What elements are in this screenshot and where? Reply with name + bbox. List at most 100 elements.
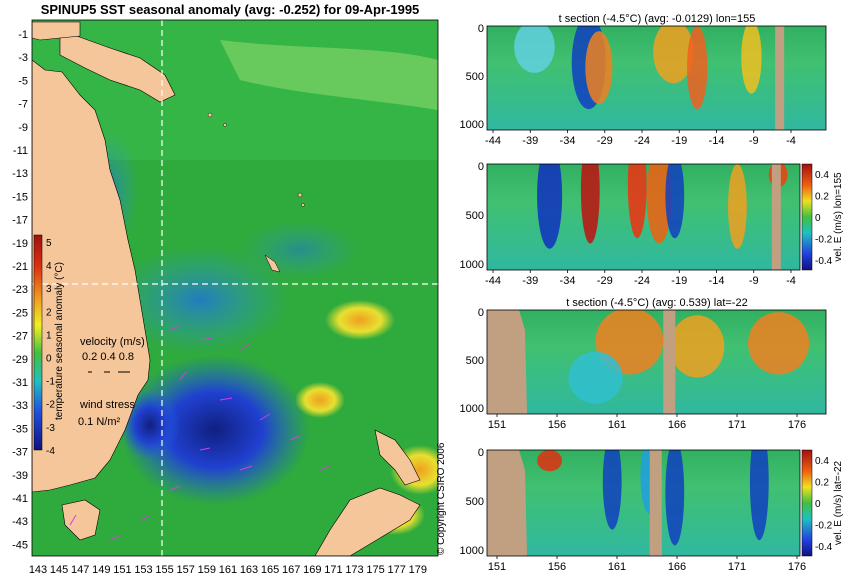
- map-y-tick-label: -13: [12, 168, 28, 180]
- warm-anomaly: [325, 300, 395, 340]
- panel-x-tick-label: -29: [597, 135, 613, 147]
- map-x-tick-label: 171: [324, 564, 342, 576]
- map-y-tick-label: -33: [12, 400, 28, 412]
- section-panels: t section (-4.5°C) (avg: -0.0129) lon=15…: [460, 13, 844, 573]
- map-x-tick-label: 167: [282, 564, 300, 576]
- panel-x-tick-label: -14: [709, 135, 725, 147]
- wind-legend-label: wind stress: [79, 399, 136, 411]
- map-x-tick-label: 177: [388, 564, 406, 576]
- cold-anomaly: [120, 355, 310, 505]
- anomaly-patch: [580, 164, 600, 244]
- panel-y-tick-label: 1000: [460, 545, 484, 557]
- panel-x-tick-label: 176: [788, 561, 806, 573]
- australia-landmass: [32, 59, 151, 493]
- velocity-vectors: [69, 325, 331, 541]
- velocity-colorbar-tick-label: 0: [815, 213, 821, 224]
- anomaly-patch: [665, 450, 685, 546]
- map-y-tick-label: -1: [18, 29, 28, 41]
- anomaly-patch: [741, 26, 762, 94]
- map-y-tick-label: -43: [12, 516, 28, 528]
- map-colorbar-tick-label: -1: [46, 377, 55, 388]
- map-y-tick-label: -45: [12, 539, 28, 551]
- panel-x-tick-label: 151: [488, 419, 506, 431]
- map-x-tick-label: 157: [177, 564, 195, 576]
- panel-x-tick-label: -9: [749, 275, 759, 287]
- map-y-tick-label: -7: [18, 99, 28, 111]
- map-x-tick-label: 153: [134, 564, 152, 576]
- anomaly-patch: [585, 31, 613, 104]
- map-x-tick-label: 147: [71, 564, 89, 576]
- velocity-colorbar-tick-label: -0.4: [815, 256, 833, 267]
- map-y-tick-label: -15: [12, 191, 28, 203]
- map-y-tick-label: -29: [12, 354, 28, 366]
- panel-y-tick-label: 0: [478, 161, 484, 173]
- panel-y-tick-label: 1000: [460, 259, 484, 271]
- map-colorbar-ticks: 5 4 3 2 1 0 -1 -2 -3 -4: [46, 238, 55, 457]
- map-colorbar-tick-label: 2: [46, 307, 52, 318]
- map-y-tick-label: -23: [12, 284, 28, 296]
- anomaly-patch: [514, 26, 555, 73]
- anomaly-patch: [728, 164, 747, 249]
- map-x-tick-label: 161: [219, 564, 237, 576]
- map-y-tick-label: -27: [12, 331, 28, 343]
- map-y-ticks: -1 -3 -5 -7 -9 -11 -13 -15 -17 -19 -21 -23 -25 -27 -29…: [12, 29, 28, 551]
- nz-south-landmass: [314, 487, 421, 556]
- map-y-tick-label: -11: [13, 145, 28, 157]
- map-colorbar-tick-label: -3: [46, 423, 55, 434]
- panel-x-tick-label: 156: [548, 561, 566, 573]
- map-y-tick-label: -3: [18, 52, 28, 64]
- map-y-tick-label: -21: [12, 261, 28, 273]
- panel-x-tick-label: -34: [560, 275, 576, 287]
- map-colorbar-tick-label: 3: [46, 284, 52, 295]
- map-y-tick-label: -41: [12, 493, 28, 505]
- panel-y-tick-label: 0: [478, 307, 484, 319]
- panel-x-tick-label: -34: [560, 135, 576, 147]
- sst-map: 5 4 3 2 1 0 -1 -2 -3 -4 temperature seasonal anom…: [12, 19, 439, 576]
- panel-x-tick-label: 161: [608, 419, 626, 431]
- map-x-tick-label: 165: [261, 564, 279, 576]
- map-x-tick-label: 173: [345, 564, 363, 576]
- panel-y-tick-label: 1000: [460, 119, 484, 131]
- map-y-tick-label: -5: [18, 75, 28, 87]
- velocity-legend-label: velocity (m/s): [80, 336, 145, 348]
- velocity-colorbar-tick-label: 0: [815, 499, 821, 510]
- panel-x-tick-label: -44: [485, 135, 501, 147]
- panel-frame: [486, 309, 827, 415]
- panel-x-tick-label: -4: [786, 275, 796, 287]
- panel-x-tick-label: -44: [485, 275, 501, 287]
- anomaly-patch: [665, 164, 685, 239]
- map-x-ticks: 143 145 147 149 151 153 155 157 159 161 163 165 167 1…: [29, 564, 427, 576]
- velocity-colorbar-label: vel. E (m/s) lat=-22: [833, 460, 844, 545]
- velocity-colorbar-tick-label: 0.2: [815, 192, 829, 203]
- nz-north-landmass: [374, 429, 421, 486]
- velocity-colorbar-tick-label: -0.4: [815, 542, 833, 553]
- anomaly-patch: [568, 351, 623, 404]
- land-mask: [649, 450, 662, 556]
- panel-x-tick-label: -4: [786, 135, 796, 147]
- panel-x-tick-label: -9: [749, 135, 759, 147]
- panel-x-tick-label: 151: [488, 561, 506, 573]
- panel-frame: [486, 449, 801, 557]
- anomaly-patch: [749, 450, 769, 541]
- panel-y-tick-label: 0: [478, 447, 484, 459]
- panel-x-tick-label: -24: [634, 275, 650, 287]
- anomaly-patch: [537, 164, 563, 249]
- section-panel: t section (-4.5°C) (avg: 0.539) lat=-22 0…: [460, 297, 827, 431]
- copyright-notice: © Copyright CSIRO 2006: [436, 442, 447, 555]
- figure-title: SPINUP5 SST seasonal anomaly (avg: -0.25…: [40, 2, 420, 17]
- land-mask: [663, 310, 676, 414]
- anomaly-patch: [653, 26, 694, 84]
- anomaly-patch: [602, 450, 622, 530]
- map-x-tick-label: 169: [303, 564, 321, 576]
- anomaly-patch: [687, 26, 708, 110]
- panel-x-tick-label: -39: [522, 135, 538, 147]
- anomaly-patch: [748, 312, 810, 375]
- map-colorbar-label: temperature seasonal anomaly (°C): [54, 262, 65, 420]
- panel-x-tick-label: -19: [671, 135, 687, 147]
- panel-x-tick-label: 161: [608, 561, 626, 573]
- panel-y-tick-label: 0: [478, 23, 484, 35]
- panel-x-tick-label: -24: [634, 135, 650, 147]
- velocity-colorbar-tick-label: -0.2: [815, 521, 833, 532]
- panel-title: t section (-4.5°C) (avg: -0.0129) lon=15…: [559, 13, 756, 25]
